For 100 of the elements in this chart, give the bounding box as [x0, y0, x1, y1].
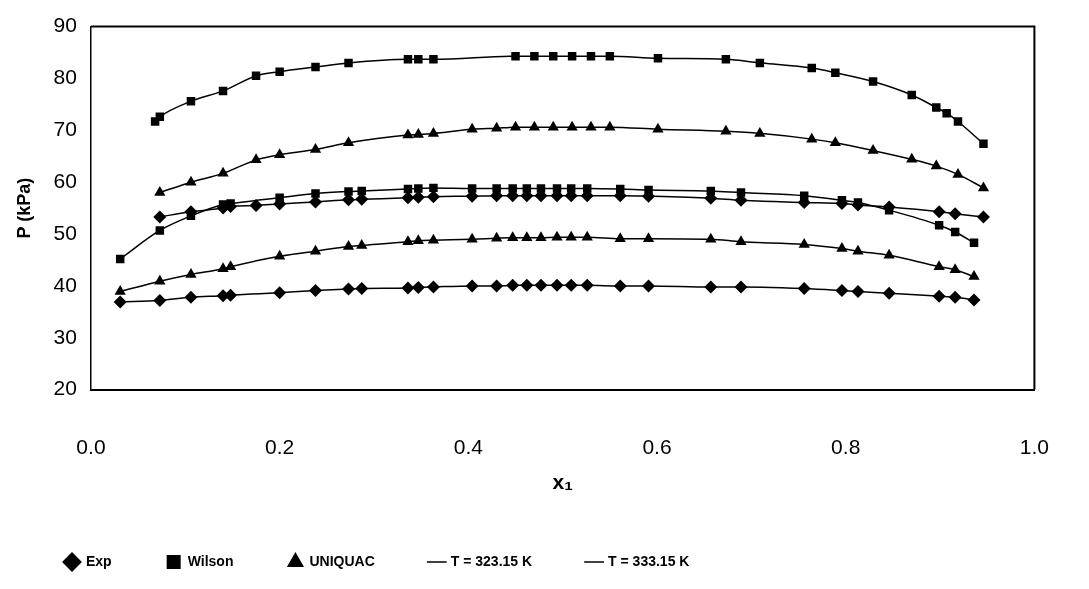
point — [952, 167, 964, 178]
point — [520, 278, 534, 292]
point — [426, 190, 440, 204]
point — [344, 58, 353, 68]
point — [401, 191, 415, 205]
point — [309, 143, 322, 153]
point — [536, 184, 546, 193]
x-tick-label: 0.6 — [642, 435, 672, 458]
point — [185, 175, 197, 186]
text: T = 333.15 K — [608, 552, 690, 569]
point — [704, 280, 718, 294]
point — [342, 239, 355, 250]
point — [967, 293, 981, 307]
point — [309, 284, 322, 298]
point — [466, 122, 478, 133]
point — [154, 274, 166, 285]
point — [604, 120, 616, 131]
point — [491, 121, 503, 132]
point — [466, 232, 478, 243]
point — [492, 184, 501, 193]
point — [933, 260, 945, 270]
x-tick-label: 1.0 — [1019, 435, 1050, 458]
x-tick-label: 0.0 — [76, 435, 106, 458]
point — [906, 152, 918, 163]
point — [797, 281, 811, 295]
point — [642, 232, 655, 242]
point — [735, 235, 747, 246]
point — [882, 286, 896, 300]
point — [184, 290, 198, 304]
y-tick-label: 80 — [53, 65, 77, 89]
point — [412, 127, 424, 138]
point — [311, 62, 320, 72]
point — [720, 124, 732, 135]
point — [153, 210, 167, 224]
point — [309, 244, 322, 255]
point — [506, 278, 520, 292]
point — [652, 122, 664, 133]
point — [530, 51, 539, 61]
point — [806, 132, 818, 143]
y-tick-label: 40 — [53, 272, 77, 296]
point — [217, 262, 229, 273]
point — [566, 120, 578, 131]
point — [509, 120, 522, 131]
point — [429, 55, 438, 64]
point — [948, 207, 962, 221]
legend-label: Exp — [86, 552, 112, 569]
y-tick-label: 60 — [53, 168, 77, 192]
point — [342, 136, 355, 147]
point — [942, 108, 951, 118]
point — [249, 199, 263, 213]
point — [467, 184, 477, 193]
point — [835, 284, 849, 298]
point — [414, 184, 423, 193]
legend-label: Wilson — [187, 552, 234, 569]
point — [564, 278, 578, 292]
point — [528, 120, 541, 131]
point — [217, 166, 229, 177]
point — [274, 249, 286, 260]
point — [426, 280, 440, 294]
point — [224, 288, 238, 302]
point — [705, 232, 717, 243]
point — [356, 238, 368, 249]
x-tick-label: 0.8 — [831, 435, 861, 458]
point — [411, 190, 425, 204]
point — [511, 51, 520, 61]
y-tick-label: 50 — [53, 220, 77, 244]
point — [402, 235, 414, 246]
point — [342, 282, 356, 296]
point — [250, 153, 262, 164]
point — [275, 67, 284, 76]
point — [851, 285, 865, 299]
point — [114, 285, 126, 295]
point — [508, 184, 517, 193]
point — [581, 230, 593, 241]
point — [953, 117, 963, 126]
point — [411, 280, 425, 294]
point — [867, 144, 879, 154]
x-axis-title: x₁ — [552, 470, 573, 494]
point — [311, 189, 320, 198]
point — [401, 281, 415, 295]
point — [113, 295, 127, 309]
legend-label: UNIQUAC — [309, 552, 375, 569]
point — [412, 234, 424, 245]
point — [357, 186, 366, 196]
point — [968, 270, 980, 280]
y-tick-label: 30 — [53, 324, 77, 348]
y-tick-label: 70 — [53, 117, 77, 141]
point — [580, 278, 594, 292]
point — [274, 148, 286, 158]
y-tick-label: 20 — [53, 376, 77, 400]
point — [979, 139, 988, 149]
point — [273, 286, 287, 300]
point — [402, 128, 414, 139]
point — [551, 230, 563, 241]
point — [552, 184, 562, 193]
point — [355, 281, 369, 295]
point — [883, 248, 895, 259]
point — [829, 136, 841, 147]
point — [155, 226, 165, 235]
point — [186, 97, 196, 106]
